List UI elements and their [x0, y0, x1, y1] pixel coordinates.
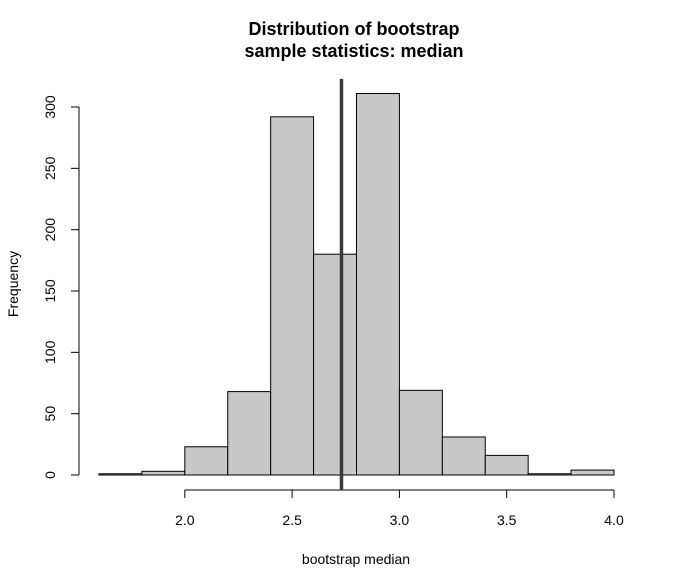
histogram-bar-8	[441, 436, 486, 476]
x-tick-label-0: 2.0	[175, 512, 195, 528]
chart-title-line-1: Distribution of bootstrap	[249, 19, 460, 39]
histogram-bar-9	[484, 454, 529, 476]
x-tick-label-2: 3.0	[390, 512, 410, 528]
y-tick-label-6: 300	[42, 95, 58, 119]
histogram-bar-4	[270, 116, 315, 476]
y-tick-label-0: 0	[42, 471, 58, 479]
y-tick-label-2: 100	[42, 340, 58, 364]
y-axis-label: Frequency	[5, 251, 21, 317]
bars-group	[98, 93, 615, 476]
histogram-bar-7	[398, 389, 443, 476]
y-tick-label-1: 50	[42, 406, 58, 422]
y-tick-label-3: 150	[42, 279, 58, 303]
x-tick-label-3: 3.5	[497, 512, 517, 528]
x-tick-label-4: 4.0	[604, 512, 624, 528]
histogram-bar-3	[227, 391, 272, 476]
histogram-bar-1	[141, 470, 186, 476]
x-axis: 2.0 2.5 3.0 3.5 4.0	[175, 489, 624, 528]
histogram-bar-0	[98, 473, 143, 476]
histogram-bar-5	[313, 253, 358, 476]
histogram-bar-10	[527, 473, 572, 476]
histogram-bar-6	[356, 93, 400, 476]
histogram-bar-2	[184, 446, 229, 476]
y-tick-label-5: 250	[42, 156, 58, 180]
y-tick-label-4: 200	[42, 218, 58, 242]
x-axis-label: bootstrap median	[302, 551, 410, 567]
x-tick-label-1: 2.5	[282, 512, 302, 528]
histogram-bar-11	[570, 469, 615, 476]
chart-title-line-2: sample statistics: median	[244, 41, 463, 61]
y-axis: 0 50 100 150 200 250 300	[42, 95, 80, 479]
